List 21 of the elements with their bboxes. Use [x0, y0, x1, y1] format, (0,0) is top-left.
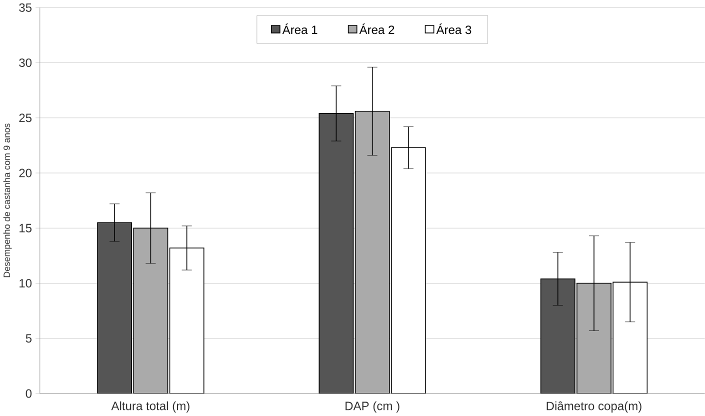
y-tick-label: 5 — [26, 334, 32, 343]
bar — [97, 222, 132, 394]
legend-label: Área 2 — [359, 24, 394, 34]
bar — [576, 282, 612, 394]
legend-label: Área 1 — [282, 24, 318, 34]
bar — [318, 113, 354, 394]
y-tick-label: 20 — [19, 168, 32, 178]
x-tick-label: Altura total (m) — [111, 401, 190, 413]
x-tick-label: DAP (cm ) — [346, 401, 400, 413]
x-tick-label: Diâmetro copa(m) — [546, 401, 642, 413]
y-tick-label: 0 — [26, 389, 32, 398]
legend-label: Área 3 — [436, 24, 472, 34]
y-tick-label: 10 — [20, 279, 32, 288]
y-tick-label: 35 — [19, 3, 32, 12]
y-tick-label: 30 — [19, 58, 32, 67]
y-axis-title: Desempenho de castanha com 9 anos — [3, 124, 12, 278]
bar — [354, 110, 390, 394]
bar — [540, 278, 576, 394]
y-tick-label: 15 — [20, 224, 32, 232]
y-tick-label: 25 — [19, 114, 32, 122]
bar — [133, 228, 168, 394]
